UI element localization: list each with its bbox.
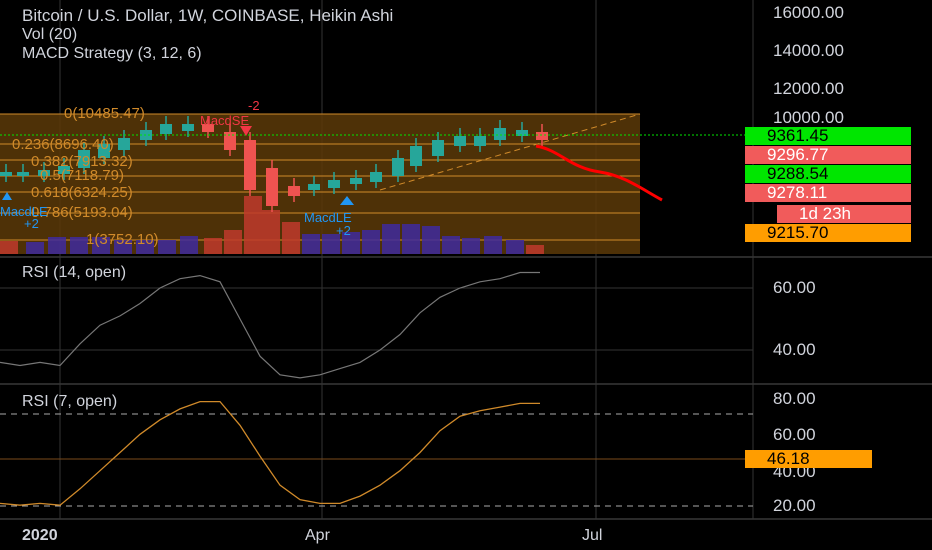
volume-bar [302, 234, 320, 254]
fib-label: 0.236(8696.40) [12, 136, 114, 153]
candle-body [98, 144, 110, 158]
volume-bar [442, 236, 460, 254]
volume-bar [244, 196, 262, 254]
candle-body [474, 136, 486, 146]
candle-body [17, 172, 29, 176]
signal-label-long: MacdLE [0, 204, 48, 219]
volume-bar [382, 224, 400, 254]
candle-body [392, 158, 404, 176]
candle-body [78, 150, 90, 168]
candle-body [38, 170, 50, 176]
volume-bar [462, 238, 480, 254]
volume-bar [322, 234, 340, 254]
fib-label: 0.786(5193.04) [31, 204, 133, 221]
chart-title[interactable]: Bitcoin / U.S. Dollar, 1W, COINBASE, Hei… [22, 6, 394, 25]
candle-body [266, 168, 278, 206]
volume-bar [158, 240, 176, 254]
signal-count: -2 [248, 98, 260, 113]
countdown-tag: 1d 23h [777, 205, 911, 223]
volume-bar [282, 222, 300, 254]
candle-body [308, 184, 320, 190]
candle-body [516, 130, 528, 136]
price-tag: 9296.77 [745, 146, 911, 164]
time-axis-label: 2020 [22, 527, 58, 544]
rsi14-legend[interactable]: RSI (14, open) [22, 264, 127, 281]
price-axis-label: 14000.00 [773, 41, 844, 60]
fib-trend-line[interactable] [379, 113, 641, 191]
volume-bar [48, 237, 66, 254]
volume-bar [92, 237, 110, 254]
price-tag: 9278.11 [745, 184, 911, 202]
short-signal-arrow-icon [240, 126, 252, 136]
rsi7-axis-label: 80.00 [773, 389, 816, 408]
candle-body [494, 128, 506, 140]
price-tag: 9215.70 [745, 224, 911, 242]
signal-label-short: MacdSE [200, 113, 250, 128]
rsi7-value-tag: 46.18 [745, 450, 872, 468]
candle-body [328, 180, 340, 188]
signal-count: +2 [336, 223, 351, 238]
fib-label: 0.382(7913.32) [31, 153, 133, 170]
volume-bar [262, 210, 280, 254]
price-axis-label: 10000.00 [773, 108, 844, 127]
volume-bars [0, 196, 544, 254]
candle-body [58, 166, 70, 174]
rsi7-axis-label: 20.00 [773, 496, 816, 515]
rsi7-line [0, 400, 540, 506]
volume-bar [422, 226, 440, 254]
candle-body [160, 124, 172, 134]
fib-label: 1(3752.10) [86, 231, 159, 248]
volume-bar [362, 230, 380, 254]
candle-body [202, 124, 214, 132]
volume-bar [204, 238, 222, 254]
fib-label: 0.5(7118.79) [40, 167, 124, 184]
volume-bar [0, 241, 18, 254]
volume-bar [180, 236, 198, 254]
volume-legend[interactable]: Vol (20) [22, 26, 78, 43]
price-axis-label: 12000.00 [773, 79, 844, 98]
candle-body [454, 136, 466, 146]
candle-body [370, 172, 382, 182]
rsi7-legend[interactable]: RSI (7, open) [22, 393, 118, 410]
volume-bar [342, 232, 360, 254]
rsi7-axis-label: 60.00 [773, 425, 816, 444]
candle-body [350, 178, 362, 184]
candle-body [536, 132, 548, 140]
candle-body [288, 186, 300, 196]
time-axis-label: Apr [305, 527, 330, 544]
candle-body [224, 132, 236, 150]
price-axis-label: 16000.00 [773, 3, 844, 22]
price-tag: 9361.45 [745, 127, 911, 145]
candle-body [118, 138, 130, 150]
candle-body [0, 172, 12, 176]
volume-bar [526, 245, 544, 254]
fib-label: 0(10485.47) [64, 105, 145, 122]
fib-label: 0.618(6324.25) [31, 184, 133, 201]
rsi14-axis-label: 60.00 [773, 278, 816, 297]
rsi14-line [0, 271, 540, 379]
volume-bar [484, 236, 502, 254]
volume-bar [506, 240, 524, 254]
volume-bar [136, 240, 154, 254]
volume-bar [402, 224, 420, 254]
volume-bar [70, 237, 88, 254]
signal-label-long: MacdLE [304, 210, 352, 225]
volume-bar [114, 240, 132, 254]
long-signal-arrow-icon [340, 196, 354, 205]
signal-count: +2 [24, 216, 39, 231]
volume-bar [224, 230, 242, 254]
strategy-legend[interactable]: MACD Strategy (3, 12, 6) [22, 45, 202, 62]
candle-body [244, 140, 256, 190]
time-axis-label: Jul [582, 527, 603, 544]
price-tag: 9288.54 [745, 165, 911, 183]
candle-body [432, 140, 444, 156]
rsi14-axis-label: 40.00 [773, 340, 816, 359]
projection-line[interactable] [535, 144, 663, 202]
volume-bar [26, 242, 44, 254]
candle-body [410, 146, 422, 166]
candle-body [182, 124, 194, 131]
long-signal-arrow-icon [2, 192, 12, 200]
